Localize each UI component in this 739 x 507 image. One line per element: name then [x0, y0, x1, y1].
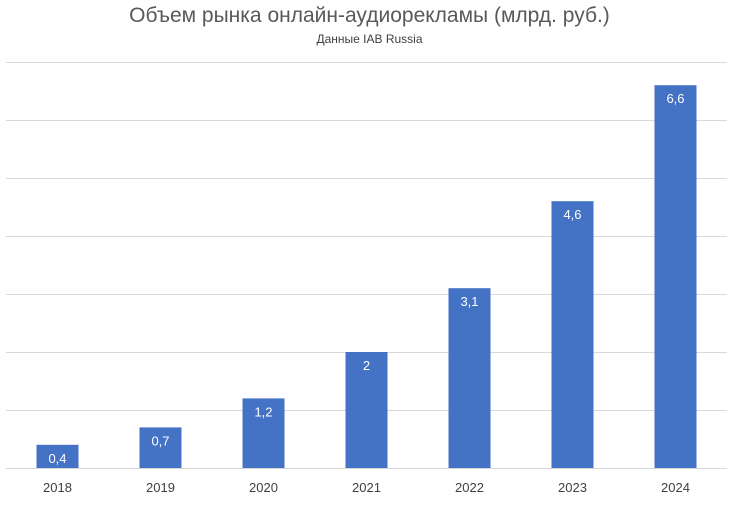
data-label: 0,7 — [151, 433, 169, 448]
x-tick-label: 2021 — [352, 480, 381, 495]
bar — [345, 352, 388, 468]
data-label: 1,2 — [254, 404, 272, 419]
chart-title: Объем рынка онлайн-аудиорекламы (млрд. р… — [129, 4, 610, 27]
x-tick-label: 2024 — [661, 480, 690, 495]
x-tick-label: 2023 — [558, 480, 587, 495]
data-label: 2 — [363, 358, 370, 373]
data-label: 6,6 — [666, 91, 684, 106]
x-tick-label: 2020 — [249, 480, 278, 495]
chart-subtitle: Данные IAB Russia — [316, 32, 423, 46]
data-label: 3,1 — [460, 294, 478, 309]
bar — [654, 85, 697, 468]
bar — [551, 201, 594, 468]
bar — [36, 444, 79, 468]
data-label: 4,6 — [563, 207, 581, 222]
x-tick-label: 2019 — [146, 480, 175, 495]
bar — [242, 398, 285, 468]
data-label: 0,4 — [48, 451, 66, 466]
x-tick-label: 2018 — [43, 480, 72, 495]
bar — [448, 288, 491, 468]
bar — [139, 427, 182, 468]
x-tick-label: 2022 — [455, 480, 484, 495]
